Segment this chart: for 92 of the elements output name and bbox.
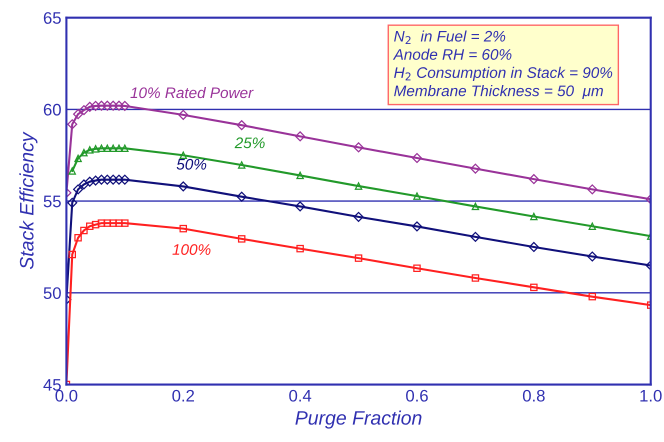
y-tick-label: 55 bbox=[44, 196, 61, 208]
annotation: H$_{2}$ Consumption in Stack = 90% bbox=[394, 66, 612, 82]
point bbox=[78, 105, 89, 116]
point bbox=[528, 174, 539, 184]
point bbox=[121, 219, 129, 227]
point bbox=[115, 144, 123, 152]
point bbox=[588, 292, 596, 300]
point bbox=[98, 144, 106, 152]
point bbox=[67, 198, 78, 208]
y-axis-title: Stack Efficiency bbox=[19, 132, 38, 270]
point bbox=[178, 181, 188, 192]
point bbox=[295, 201, 306, 212]
point bbox=[470, 164, 480, 174]
x-tick-label: 0.2 bbox=[172, 390, 194, 402]
point bbox=[84, 102, 95, 112]
y-tick-label: 65 bbox=[44, 12, 61, 24]
point bbox=[587, 251, 598, 262]
annotation: Anode RH = 60% bbox=[392, 48, 512, 60]
point bbox=[90, 100, 101, 111]
point bbox=[120, 174, 130, 185]
point bbox=[98, 219, 106, 227]
point bbox=[412, 221, 422, 232]
point bbox=[102, 174, 112, 185]
x-tick-label: 0.8 bbox=[522, 390, 545, 402]
point bbox=[236, 192, 247, 202]
y-tick-label: 45 bbox=[43, 379, 61, 391]
series-label: 10% Rated Power bbox=[130, 86, 254, 98]
point bbox=[80, 226, 88, 234]
point bbox=[238, 235, 246, 243]
point bbox=[530, 284, 538, 292]
point bbox=[588, 222, 596, 230]
point bbox=[178, 110, 188, 120]
annotation: N$_{2}$ in Fuel = 2% bbox=[394, 30, 506, 44]
point bbox=[74, 234, 82, 242]
point bbox=[104, 144, 112, 152]
point bbox=[296, 172, 304, 180]
point bbox=[78, 179, 89, 190]
point bbox=[236, 120, 247, 130]
point bbox=[528, 242, 539, 252]
point bbox=[90, 176, 101, 186]
series-label: 100% bbox=[172, 244, 210, 255]
x-axis-title: Purge Fraction bbox=[295, 410, 422, 429]
point bbox=[96, 174, 107, 185]
x-tick-label: 0.0 bbox=[55, 390, 78, 402]
point bbox=[295, 131, 306, 142]
point bbox=[472, 202, 480, 210]
x-tick-label: 1.0 bbox=[640, 390, 662, 402]
point bbox=[470, 232, 480, 242]
series-label: 50% bbox=[176, 158, 206, 170]
point bbox=[73, 184, 84, 194]
y-tick-label: 50 bbox=[44, 287, 61, 300]
point bbox=[108, 174, 118, 185]
point bbox=[73, 109, 84, 120]
point bbox=[180, 224, 188, 232]
point bbox=[67, 119, 78, 130]
point bbox=[530, 212, 538, 220]
annotation: Membrane Thickness = 50 μm bbox=[394, 85, 603, 100]
point bbox=[354, 182, 362, 190]
point bbox=[104, 219, 112, 227]
point bbox=[413, 264, 421, 272]
point bbox=[74, 154, 82, 162]
point bbox=[115, 219, 123, 227]
x-tick-label: 0.4 bbox=[289, 390, 312, 402]
point bbox=[354, 254, 362, 262]
point bbox=[120, 100, 130, 111]
point bbox=[80, 148, 88, 156]
point bbox=[354, 212, 364, 222]
x-tick-label: 0.6 bbox=[406, 390, 428, 402]
point bbox=[296, 244, 304, 252]
point bbox=[92, 145, 100, 153]
point bbox=[68, 250, 76, 258]
point bbox=[92, 220, 100, 228]
point bbox=[108, 100, 118, 111]
point bbox=[114, 100, 124, 111]
point bbox=[86, 146, 94, 154]
point bbox=[413, 192, 421, 200]
point bbox=[587, 184, 598, 194]
point bbox=[96, 100, 107, 111]
y-tick-label: 60 bbox=[44, 104, 61, 116]
point bbox=[238, 161, 246, 169]
point bbox=[109, 144, 117, 152]
point bbox=[354, 142, 364, 152]
point bbox=[121, 144, 129, 152]
series-label: 25% bbox=[234, 137, 265, 148]
point bbox=[86, 222, 94, 230]
point bbox=[114, 174, 124, 185]
point bbox=[84, 176, 95, 187]
point bbox=[472, 274, 480, 282]
point bbox=[109, 219, 117, 227]
point bbox=[68, 167, 76, 175]
point bbox=[412, 152, 422, 164]
point bbox=[102, 100, 112, 111]
